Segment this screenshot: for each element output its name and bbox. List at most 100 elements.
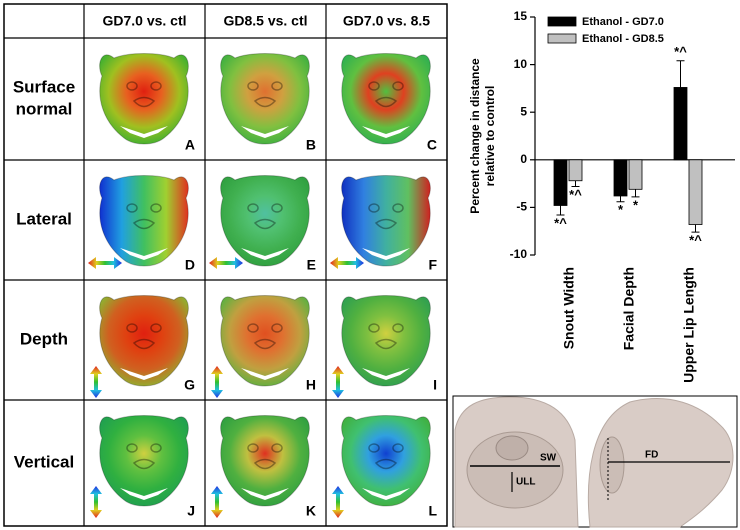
panel-image bbox=[341, 295, 431, 387]
face bbox=[99, 53, 189, 145]
bar-chart: -10 -5 0 5 10 15 Percent change in distance rel… bbox=[468, 9, 735, 383]
eye bbox=[368, 323, 380, 333]
direction-icon bbox=[90, 366, 102, 398]
measurement-photos: SW ULL FD bbox=[452, 395, 738, 528]
nose bbox=[374, 458, 398, 470]
eye bbox=[368, 443, 380, 453]
significance-label: * bbox=[633, 197, 639, 212]
direction-icon bbox=[211, 486, 223, 518]
eye bbox=[150, 81, 162, 91]
row-label: normal bbox=[16, 99, 73, 118]
error-bar bbox=[616, 195, 625, 203]
panel-image bbox=[99, 175, 189, 267]
eye bbox=[392, 323, 404, 333]
panel-letter: B bbox=[306, 137, 316, 153]
significance-label: *^ bbox=[554, 215, 567, 230]
legend-swatch bbox=[547, 33, 577, 44]
face bbox=[341, 53, 431, 145]
nose bbox=[132, 458, 156, 470]
jaw-gap bbox=[120, 126, 168, 138]
panel-image bbox=[341, 175, 431, 267]
panel-image bbox=[220, 53, 310, 145]
jaw-gap bbox=[120, 248, 168, 260]
direction-icon bbox=[332, 366, 344, 398]
nose bbox=[253, 218, 277, 230]
nose bbox=[495, 435, 529, 461]
y-tick-label: 5 bbox=[520, 104, 527, 118]
panel-letter: I bbox=[433, 377, 437, 393]
ear bbox=[599, 436, 625, 494]
panel-letter: K bbox=[306, 503, 316, 519]
column-header: GD7.0 vs. 8.5 bbox=[343, 13, 430, 29]
nose bbox=[253, 338, 277, 350]
eye bbox=[392, 203, 404, 213]
nose bbox=[374, 338, 398, 350]
y-tick-label: -5 bbox=[516, 200, 527, 214]
jaw-gap bbox=[241, 488, 289, 500]
eye bbox=[271, 443, 283, 453]
bar bbox=[688, 159, 703, 225]
x-tick-label: Snout Width bbox=[561, 267, 577, 349]
eye bbox=[126, 443, 138, 453]
y-tick-label: 15 bbox=[514, 9, 528, 23]
eye bbox=[126, 81, 138, 91]
panel-image bbox=[99, 53, 189, 145]
face bbox=[99, 415, 189, 507]
row-label: Depth bbox=[20, 329, 68, 348]
nose bbox=[253, 96, 277, 108]
jaw-gap bbox=[362, 126, 410, 138]
panel-image bbox=[341, 415, 431, 507]
column-header: GD8.5 vs. ctl bbox=[223, 13, 307, 29]
eye bbox=[126, 323, 138, 333]
nose bbox=[374, 218, 398, 230]
face bbox=[99, 295, 189, 387]
panel-letter: L bbox=[428, 503, 437, 519]
eye bbox=[368, 81, 380, 91]
panel-letter: C bbox=[427, 137, 437, 153]
eye bbox=[126, 203, 138, 213]
legend-label: Ethanol - GD7.0 bbox=[582, 16, 664, 28]
face bbox=[341, 415, 431, 507]
jaw-gap bbox=[120, 488, 168, 500]
eye bbox=[247, 81, 259, 91]
eye bbox=[392, 81, 404, 91]
direction-icon bbox=[332, 486, 344, 518]
direction-icon bbox=[90, 486, 102, 518]
eye bbox=[247, 443, 259, 453]
nose bbox=[132, 338, 156, 350]
panel-letter: A bbox=[185, 137, 195, 153]
nose bbox=[132, 218, 156, 230]
y-tick-label: 10 bbox=[514, 57, 528, 71]
face bbox=[220, 415, 310, 507]
row-label: Surface bbox=[13, 77, 75, 96]
panel-letter: E bbox=[307, 257, 316, 273]
panel-letter: G bbox=[184, 377, 195, 393]
x-tick-label: Facial Depth bbox=[621, 267, 637, 350]
legend-swatch bbox=[547, 16, 577, 27]
direction-icon bbox=[211, 366, 223, 398]
direction-icon bbox=[330, 257, 364, 269]
eye bbox=[271, 323, 283, 333]
face bbox=[220, 53, 310, 145]
row-label: Lateral bbox=[16, 209, 72, 228]
panel-letter: J bbox=[187, 503, 195, 519]
face bbox=[99, 175, 189, 267]
panel-letter: H bbox=[306, 377, 316, 393]
eye bbox=[150, 443, 162, 453]
column-header: GD7.0 vs. ctl bbox=[102, 13, 186, 29]
y-axis-label: Percent change in distance bbox=[468, 58, 482, 214]
row-label: Vertical bbox=[14, 452, 75, 471]
nose bbox=[253, 458, 277, 470]
significance-label: *^ bbox=[689, 233, 702, 248]
jaw-gap bbox=[362, 368, 410, 380]
eye bbox=[392, 443, 404, 453]
error-bar bbox=[571, 180, 580, 187]
panel-image bbox=[220, 175, 310, 267]
panel-grid: GD7.0 vs. ctl GD8.5 vs. ctl GD7.0 vs. 8.5 S… bbox=[3, 3, 448, 527]
eye bbox=[271, 81, 283, 91]
eye bbox=[247, 203, 259, 213]
nose bbox=[374, 96, 398, 108]
sw-label: SW bbox=[540, 453, 557, 464]
error-bar bbox=[691, 224, 700, 233]
